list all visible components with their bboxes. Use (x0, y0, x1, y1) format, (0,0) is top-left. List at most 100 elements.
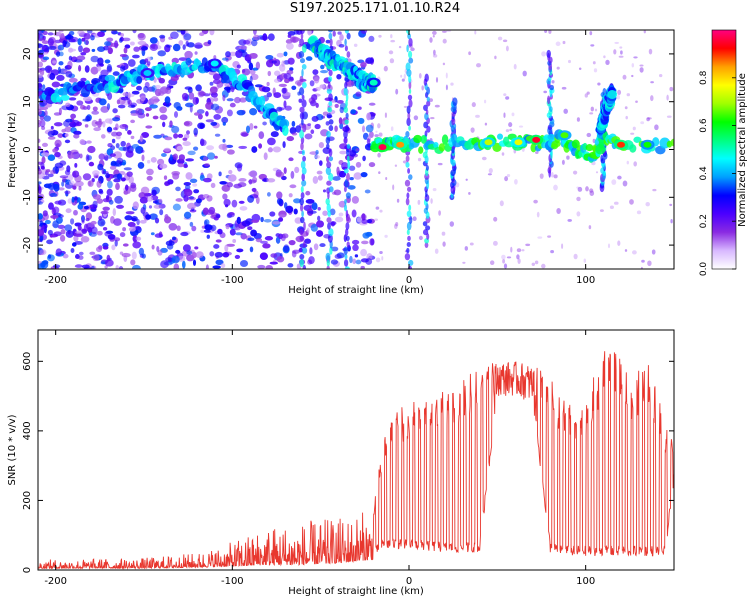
heatmap-cell (131, 144, 140, 149)
heatmap-cell (501, 254, 506, 260)
heatmap-cell (124, 215, 133, 221)
heatmap-cell (70, 154, 75, 159)
y-tick-label: 600 (22, 352, 33, 371)
heatmap-cell (124, 184, 129, 191)
heatmap-cell (235, 232, 243, 236)
heatmap-cell (251, 39, 258, 47)
x-tick-label: 100 (576, 275, 595, 286)
heatmap-streak (301, 44, 307, 53)
heatmap-streak (299, 106, 305, 113)
heatmap-streak (328, 186, 334, 193)
heatmap-cell (57, 44, 65, 51)
heatmap-cell (98, 190, 104, 195)
heatmap-cell (159, 106, 167, 114)
heatmap-cell (576, 186, 580, 189)
heatmap-streak (345, 192, 351, 199)
heatmap-cell (413, 115, 419, 121)
heatmap-cell (308, 256, 315, 265)
heatmap-streak (299, 228, 304, 236)
heatmap-cell (38, 184, 41, 191)
y-tick-label: 400 (22, 421, 33, 440)
heatmap-cell (510, 246, 513, 253)
heatmap-cell (158, 77, 166, 84)
heatmap-cell (643, 30, 646, 34)
heatmap-cell (58, 51, 64, 57)
heatmap-hotspot (369, 79, 378, 86)
heatmap-cell (51, 81, 61, 88)
heatmap-cell (141, 132, 150, 138)
heatmap-cell (505, 96, 510, 100)
heatmap-streak (425, 225, 431, 231)
heatmap-cell (625, 115, 628, 120)
heatmap-cell (40, 165, 45, 170)
heatmap-cell (47, 254, 52, 259)
heatmap-streak (298, 51, 305, 58)
heatmap-cell (173, 102, 181, 109)
heatmap-cell (275, 171, 285, 178)
heatmap-cell (544, 30, 548, 34)
heatmap-cell (193, 189, 200, 194)
heatmap-cell (79, 104, 86, 110)
y-tick-label: 200 (22, 491, 33, 510)
heatmap-cell (550, 249, 555, 254)
heatmap-cell (295, 125, 302, 133)
heatmap-cell (379, 209, 383, 213)
heatmap-cell (304, 238, 312, 244)
heatmap-cell (42, 84, 46, 90)
heatmap-cell (253, 125, 258, 129)
heatmap-streak (344, 38, 347, 46)
heatmap-cell (93, 127, 101, 132)
heatmap-cell (222, 193, 228, 200)
heatmap-cell (633, 161, 638, 167)
heatmap-cell (236, 109, 246, 116)
heatmap-cell (248, 171, 257, 177)
heatmap-streak (326, 161, 332, 169)
heatmap-cell (73, 233, 83, 237)
heatmap-cell (92, 254, 100, 262)
heatmap-cell (334, 216, 344, 223)
heatmap-ridge (585, 144, 594, 152)
heatmap-cell (189, 178, 198, 184)
heatmap-cell (116, 157, 124, 164)
heatmap-cell (270, 253, 278, 258)
heatmap-cell (113, 151, 123, 159)
heatmap-cell (71, 242, 77, 247)
heatmap-cell (605, 59, 610, 66)
x-tick-label: 0 (406, 275, 412, 286)
heatmap-streak (343, 87, 348, 96)
heatmap-cell (313, 243, 319, 251)
heatmap-cell (210, 92, 218, 98)
heatmap-cell (624, 106, 628, 110)
heatmap-cell (635, 100, 638, 103)
heatmap-cell (487, 173, 492, 176)
heatmap-cell (343, 234, 347, 242)
heatmap-cell (59, 234, 66, 242)
heatmap-cell (45, 65, 53, 74)
heatmap-streak (344, 45, 348, 52)
heatmap-cell (548, 30, 552, 34)
heatmap-cell (70, 247, 75, 254)
heatmap-cell (178, 154, 186, 161)
heatmap-cell (536, 211, 540, 218)
heatmap-cell (403, 73, 406, 80)
heatmap-cell (503, 112, 506, 118)
heatmap-cell (263, 219, 272, 223)
heatmap-cell (87, 226, 93, 233)
heatmap-cell (607, 243, 611, 249)
heatmap-streak (301, 99, 307, 108)
heatmap-cell (360, 248, 368, 257)
heatmap-cell (111, 138, 116, 144)
heatmap-cell (253, 30, 257, 35)
heatmap-streak (328, 156, 334, 162)
heatmap-ridge (433, 141, 439, 149)
heatmap-cell (368, 35, 375, 42)
y-tick-label: 20 (22, 48, 33, 61)
heatmap-cell (217, 228, 223, 235)
heatmap-cell (334, 103, 339, 108)
heatmap-cell (44, 110, 48, 117)
heatmap-cell (108, 118, 113, 125)
heatmap-cell (445, 84, 448, 91)
heatmap-cell (195, 251, 204, 259)
heatmap-cell (64, 224, 73, 232)
heatmap-cell (111, 131, 118, 137)
